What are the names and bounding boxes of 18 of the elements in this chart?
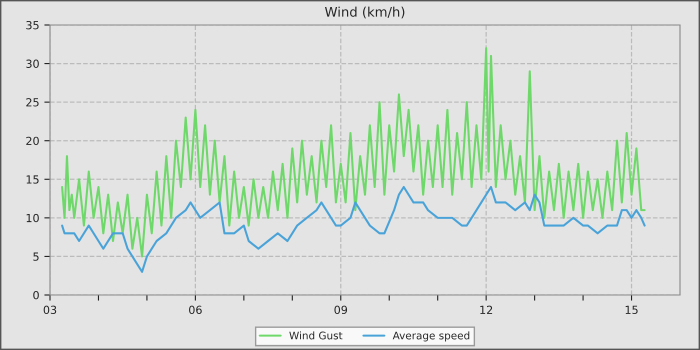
line-series [61,47,646,258]
y-tick-label: 5 [33,252,39,261]
chart-title: Wind (km/h) [324,6,404,18]
y-tick-label: 30 [26,60,39,68]
y-tick-label: 15 [26,175,39,184]
x-tick-label: 06 [189,306,202,314]
x-tick-label: 12 [480,306,492,314]
y-tick-label: 0 [33,290,39,300]
legend-label: Wind Gust [289,331,342,340]
x-tick-label: 15 [626,306,638,314]
y-tick-label: 25 [26,98,39,107]
x-tick-label: 09 [334,306,348,314]
y-tick-label: 10 [26,214,39,222]
y-tick-label: 35 [26,20,39,30]
y-tick-label: 20 [26,136,39,146]
legend-label: Average speed [392,331,470,342]
x-tick-label: 03 [44,306,56,314]
line-series [61,186,646,273]
